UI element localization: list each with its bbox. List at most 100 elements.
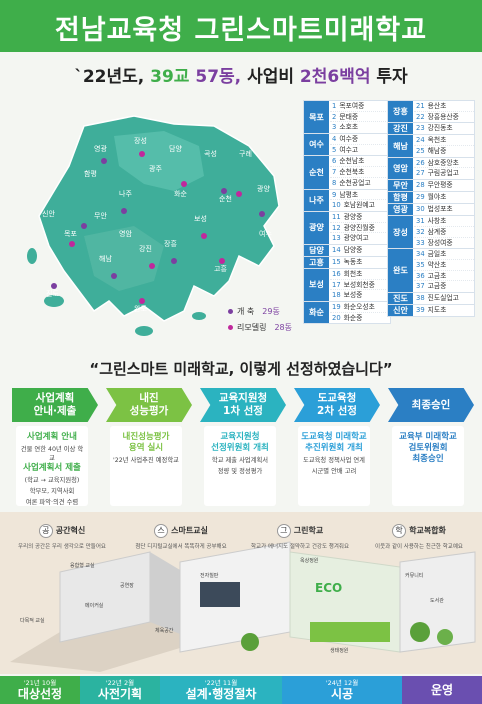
school-marker bbox=[81, 223, 87, 229]
school-entry: 24 옥천초 bbox=[414, 135, 474, 147]
step-title: 도교육청 bbox=[317, 392, 357, 404]
illus-label: 공연장 bbox=[120, 582, 134, 589]
map-label: 광주 bbox=[149, 165, 162, 173]
school-name: 문태중 bbox=[339, 112, 359, 121]
map-label: 강진 bbox=[139, 244, 152, 253]
legend-count: 29동 bbox=[262, 307, 280, 316]
region-group: 영광 30 법성포초 bbox=[388, 204, 474, 217]
school-list: 31 사창초 32 삼계중 33 장성여중 bbox=[414, 216, 474, 248]
school-name: 월야초 bbox=[427, 193, 447, 202]
map-label: 고흥 bbox=[214, 264, 227, 273]
tree bbox=[241, 633, 259, 651]
school-number: 17 bbox=[332, 280, 341, 289]
theme-title: 학교복합화 bbox=[409, 526, 446, 535]
school-name: 호남원예고 bbox=[343, 201, 375, 210]
school-entry: 12 광양진월중 bbox=[330, 223, 390, 234]
process-step: 사업계획 안내·제출 사업계획 안내 건물 연한 40년 이상 학교 사업계획서 제출 (… bbox=[12, 388, 98, 506]
school-list: 16 회천초 17 보성회천중 18 보성중 bbox=[330, 269, 390, 301]
stage-label: 사전기획 bbox=[97, 687, 143, 701]
school-number: 29 bbox=[416, 193, 425, 202]
theme-title: 그린학교 bbox=[293, 526, 324, 535]
map-label: 장성 bbox=[134, 136, 147, 145]
theme-item: 공 공간혁신 우리의 공간은 우리 생각으로 만들어요 bbox=[6, 520, 118, 550]
budget-value: 2천6백억 bbox=[299, 67, 371, 87]
map-label: 장흥 bbox=[164, 239, 177, 248]
region-name: 고흥 bbox=[304, 256, 330, 268]
region-name: 영광 bbox=[388, 204, 414, 216]
school-number: 3 bbox=[332, 123, 337, 132]
timeline-stage: '22년 11월 설계·행정절차 bbox=[160, 676, 282, 704]
step-detail: 건물 연한 40년 이상 학교 bbox=[20, 446, 84, 462]
school-list: 19 화순오성초 20 화순중 bbox=[330, 302, 390, 323]
school-entry: 20 화순중 bbox=[330, 313, 390, 324]
step-title: 성능평가 bbox=[129, 405, 169, 417]
region-group: 해남 24 옥천초 25 해남중 bbox=[388, 135, 474, 158]
theme-icon: 공 bbox=[38, 523, 53, 538]
investment-summary: `22년도, 39교 57동, 사업비 2천6백억 투자 bbox=[0, 62, 482, 87]
school-marker bbox=[139, 298, 145, 304]
region-name: 함평 bbox=[388, 192, 414, 204]
theme-desc: 학교가 에너지도 절약하고 건강도 챙겨줘요 bbox=[250, 544, 350, 550]
school-name: 회천초 bbox=[343, 269, 363, 278]
theme-item: 그 그린학교 학교가 에너지도 절약하고 건강도 챙겨줘요 bbox=[244, 520, 356, 550]
timeline-stage: '21년 10월 대상선정 bbox=[0, 676, 80, 704]
school-entry: 8 순천공업고 bbox=[330, 178, 390, 189]
school-list: 4 여수중 5 여수고 bbox=[330, 134, 390, 155]
school-list: 39 지도초 bbox=[414, 305, 474, 316]
school-name: 지도초 bbox=[427, 305, 447, 314]
school-entry: 27 구림공업고 bbox=[414, 168, 474, 179]
school-number: 9 bbox=[332, 190, 337, 199]
selection-process: 사업계획 안내·제출 사업계획 안내 건물 연한 40년 이상 학교 사업계획서 제출 (… bbox=[12, 388, 474, 506]
step-detail: 용역 실시 bbox=[128, 443, 164, 453]
school-number: 39 bbox=[416, 305, 425, 314]
school-entry: 9 남평초 bbox=[330, 190, 390, 201]
map-label: 영암 bbox=[119, 229, 132, 238]
school-entry: 7 순천북초 bbox=[330, 167, 390, 178]
region-group: 광양 11 광양중 12 광양진월중 13 광양여고 bbox=[304, 211, 390, 245]
building-base-left bbox=[10, 602, 200, 672]
region-group: 완도 34 금일초 35 약산초 36 고금초 37 고금중 bbox=[388, 249, 474, 293]
school-entry: 25 해남중 bbox=[414, 146, 474, 157]
step-title: 1차 선정 bbox=[223, 405, 263, 417]
step-detail: 사업계획서 제출 bbox=[23, 463, 81, 473]
school-number: 24 bbox=[416, 136, 425, 145]
region-group: 강진 23 강진동초 bbox=[388, 123, 474, 136]
school-number: 35 bbox=[416, 260, 425, 269]
step-detail: 시군별 안배 고려 bbox=[311, 468, 357, 475]
illus-label: 체육공간 bbox=[155, 627, 174, 634]
school-marker bbox=[139, 151, 145, 157]
school-number: 16 bbox=[332, 269, 341, 278]
school-number: 13 bbox=[332, 234, 341, 243]
school-marker bbox=[219, 258, 225, 264]
garden-bed bbox=[310, 622, 390, 642]
step-header: 내진 성능평가 bbox=[106, 388, 192, 422]
school-entry: 35 약산초 bbox=[414, 260, 474, 271]
eco-sign: ECO bbox=[315, 581, 342, 595]
school-entry: 21 용산초 bbox=[414, 101, 474, 112]
region-name: 순천 bbox=[304, 156, 330, 189]
region-name: 완도 bbox=[388, 249, 414, 292]
region-name: 보성 bbox=[304, 268, 330, 301]
school-entry: 31 사창초 bbox=[414, 216, 474, 227]
stage-label: 대상선정 bbox=[17, 687, 63, 701]
school-name: 순천북초 bbox=[339, 168, 365, 177]
school-entry: 11 광양중 bbox=[330, 212, 390, 223]
school-name: 삼호중앙초 bbox=[427, 158, 459, 167]
school-number: 8 bbox=[332, 178, 337, 187]
school-name: 금일초 bbox=[427, 250, 447, 259]
step-body: 내진성능평가 용역 실시 '22년 사업추진 예정학교 bbox=[110, 426, 182, 506]
map-label: 함평 bbox=[84, 169, 97, 178]
legend-item: 개 축 29동 bbox=[228, 306, 292, 317]
school-list: 11 광양중 12 광양진월중 13 광양여고 bbox=[330, 212, 390, 244]
legend-dot bbox=[228, 325, 233, 330]
school-number: 21 bbox=[416, 102, 425, 110]
island-1 bbox=[44, 295, 64, 307]
school-entry: 16 회천초 bbox=[330, 269, 390, 280]
school-number: 23 bbox=[416, 124, 425, 133]
step-header: 사업계획 안내·제출 bbox=[12, 388, 98, 422]
region-name: 신안 bbox=[388, 304, 414, 316]
region-group: 목포 1 목포여중 2 문태중 3 소호초 bbox=[304, 101, 390, 135]
school-name: 법성포초 bbox=[427, 205, 453, 214]
school-list: 14 담양중 bbox=[330, 245, 390, 256]
